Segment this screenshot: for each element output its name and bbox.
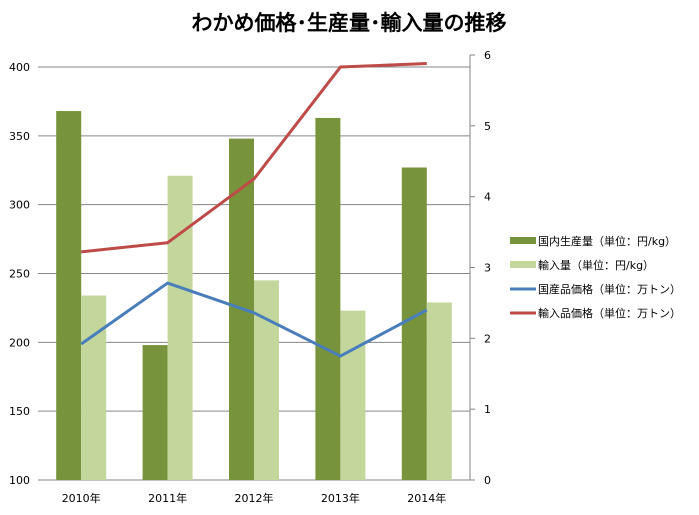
legend-label: 国内生産量（単位：円/kg） xyxy=(538,234,676,248)
right-tick-label: 4 xyxy=(484,191,491,204)
bar-import-volume xyxy=(426,302,452,480)
legend-label: 輸入品価格（単位：万トン） xyxy=(538,306,681,320)
bar-import-volume xyxy=(81,295,107,480)
left-tick-label: 350 xyxy=(9,130,30,143)
line-domestic-price xyxy=(80,281,428,358)
chart-title: わかめ価格･生産量･輸入量の推移 xyxy=(192,11,507,35)
category-label: 2012年 xyxy=(235,491,274,505)
bar-domestic-production xyxy=(56,111,82,480)
category-label: 2010年 xyxy=(62,491,101,505)
legend-swatch xyxy=(510,237,536,244)
right-tick-label: 6 xyxy=(484,49,491,62)
bar-import-volume xyxy=(167,175,193,481)
left-tick-label: 200 xyxy=(9,336,30,349)
bar-domestic-production xyxy=(401,167,427,480)
legend-swatch xyxy=(510,261,536,268)
left-tick-label: 300 xyxy=(9,199,30,212)
right-tick-label: 0 xyxy=(484,474,491,487)
left-tick-label: 100 xyxy=(9,474,30,487)
category-label: 2014年 xyxy=(407,491,446,505)
right-tick-label: 1 xyxy=(484,403,491,416)
bar-import-volume xyxy=(340,310,366,480)
legend-label: 国産品価格（単位：万トン） xyxy=(538,282,681,296)
left-tick-label: 150 xyxy=(9,405,30,418)
bar-import-volume xyxy=(254,280,279,480)
line-import-price xyxy=(81,62,427,254)
bar-domestic-production xyxy=(315,117,341,480)
category-label: 2013年 xyxy=(321,491,360,505)
left-tick-label: 250 xyxy=(9,268,30,281)
right-tick-label: 2 xyxy=(484,332,491,345)
left-tick-label: 400 xyxy=(9,61,30,74)
legend-label: 輸入量（単位：円/kg） xyxy=(538,258,654,272)
right-tick-label: 3 xyxy=(484,262,491,275)
category-label: 2011年 xyxy=(148,491,187,505)
bar-domestic-production xyxy=(142,345,168,480)
right-tick-label: 5 xyxy=(484,120,491,133)
